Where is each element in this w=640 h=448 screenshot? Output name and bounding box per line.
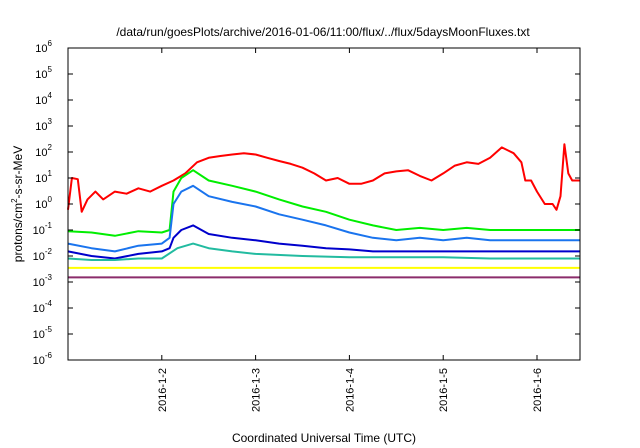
- y-tick-label: 10-3: [33, 273, 53, 289]
- y-tick-label: 10-5: [33, 325, 53, 341]
- y-tick-label: 10-2: [33, 247, 53, 263]
- y-tick-exponent: -3: [45, 273, 53, 282]
- chart-title: /data/run/goesPlots/archive/2016-01-06/1…: [116, 25, 530, 39]
- y-tick-mantissa: 10: [33, 329, 45, 341]
- y-tick-mantissa: 10: [35, 199, 47, 211]
- y-tick-mantissa: 10: [33, 355, 45, 367]
- y-tick-exponent: -4: [45, 299, 53, 308]
- x-tick-label: 2016-1-5: [438, 368, 450, 412]
- x-axis-label: Coordinated Universal Time (UTC): [232, 431, 416, 445]
- series-line-2: [67, 169, 580, 237]
- y-tick-exponent: 4: [48, 91, 53, 100]
- y-tick-label: 101: [35, 169, 52, 185]
- plot-series: [67, 143, 580, 279]
- x-tick-label: 2016-1-3: [251, 368, 263, 412]
- y-tick-exponent: 3: [48, 117, 53, 126]
- x-tick-label: 2016-1-6: [532, 368, 544, 412]
- plot-frame: [67, 47, 581, 361]
- y-tick-label: 10-6: [33, 351, 53, 367]
- series-line-4: [67, 224, 580, 260]
- y-axis: 10-610-510-410-310-210-11001011021031041…: [33, 39, 580, 367]
- y-tick-mantissa: 10: [35, 95, 47, 107]
- y-tick-exponent: 0: [48, 195, 53, 204]
- y-tick-label: 10-4: [33, 299, 53, 315]
- y-tick-exponent: -6: [45, 351, 53, 360]
- y-tick-label: 103: [35, 117, 52, 133]
- series-line-5: [67, 242, 580, 261]
- y-tick-label: 10-1: [33, 221, 53, 237]
- y-tick-exponent: -1: [45, 221, 53, 230]
- y-tick-mantissa: 10: [33, 251, 45, 263]
- series-line-1: [67, 143, 580, 213]
- y-tick-mantissa: 10: [35, 173, 47, 185]
- y-tick-label: 100: [35, 195, 52, 211]
- y-axis-label-part1: protons/cm: [11, 203, 25, 262]
- y-tick-label: 106: [35, 39, 52, 55]
- y-tick-mantissa: 10: [35, 121, 47, 133]
- y-tick-exponent: 2: [48, 143, 53, 152]
- y-tick-mantissa: 10: [33, 303, 45, 315]
- y-tick-mantissa: 10: [35, 43, 47, 55]
- y-axis-label: protons/cm2-s-sr-MeV: [10, 146, 25, 262]
- y-tick-exponent: 5: [48, 65, 53, 74]
- y-tick-exponent: -2: [45, 247, 53, 256]
- y-axis-label-sup: 2: [10, 198, 19, 203]
- y-tick-mantissa: 10: [35, 147, 47, 159]
- y-tick-mantissa: 10: [33, 225, 45, 237]
- x-axis: 2016-1-2 2016-1-3 2016-1-4 2016-1-5 2016-1-6: [157, 48, 544, 412]
- y-tick-exponent: -5: [45, 325, 53, 334]
- y-axis-label-part2: -s-sr-MeV: [11, 146, 25, 199]
- y-tick-mantissa: 10: [33, 277, 45, 289]
- x-tick-label: 2016-1-2: [157, 368, 169, 412]
- y-tick-mantissa: 10: [35, 69, 47, 81]
- y-tick-exponent: 1: [48, 169, 53, 178]
- series-line-3: [67, 184, 580, 253]
- y-tick-label: 105: [35, 65, 52, 81]
- y-tick-label: 102: [35, 143, 52, 159]
- y-tick-label: 104: [35, 91, 52, 107]
- x-tick-label: 2016-1-4: [344, 368, 356, 412]
- y-tick-exponent: 6: [48, 39, 53, 48]
